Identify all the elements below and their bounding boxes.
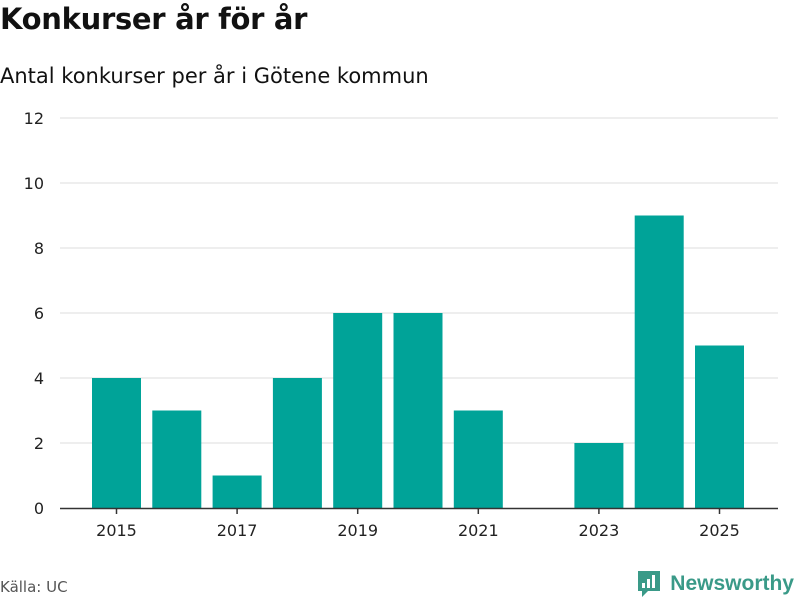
brand-name: Newsworthy [670,572,794,595]
x-tick-label: 2017 [217,521,258,540]
y-tick-label: 2 [34,434,44,453]
bar-2015 [92,378,141,508]
x-tick-label: 2021 [458,521,499,540]
y-tick-label: 0 [34,499,44,518]
bar-2019 [333,313,383,508]
x-axis-ticks: 2015 2017 2019 2021 2023 2025 [96,508,740,540]
bar-2016 [152,410,202,508]
bars [92,215,744,508]
bar-2025 [695,345,744,508]
bar-2017 [212,475,262,508]
brand-logo: Newsworthy [636,569,794,599]
x-tick-label: 2025 [699,521,740,540]
x-tick-label: 2019 [337,521,378,540]
chart-subtitle: Antal konkurser per år i Götene kommun [0,64,429,88]
y-tick-label: 6 [34,304,44,323]
y-tick-label: 12 [24,109,44,128]
source-note: Källa: UC [0,578,68,596]
bar-2023 [574,443,624,508]
y-tick-label: 8 [34,239,44,258]
y-tick-label: 10 [24,174,44,193]
bar-2021 [453,410,503,508]
y-tick-label: 4 [34,369,44,388]
bar-2020 [393,313,443,508]
y-axis-ticks: 0 2 4 6 8 10 12 [24,109,44,518]
chart-title: Konkurser år för år [0,2,308,36]
bar-2024 [634,215,684,508]
bar-2018 [272,378,322,508]
x-tick-label: 2015 [96,521,137,540]
newsworthy-logo-icon [638,571,661,597]
x-tick-label: 2023 [579,521,620,540]
